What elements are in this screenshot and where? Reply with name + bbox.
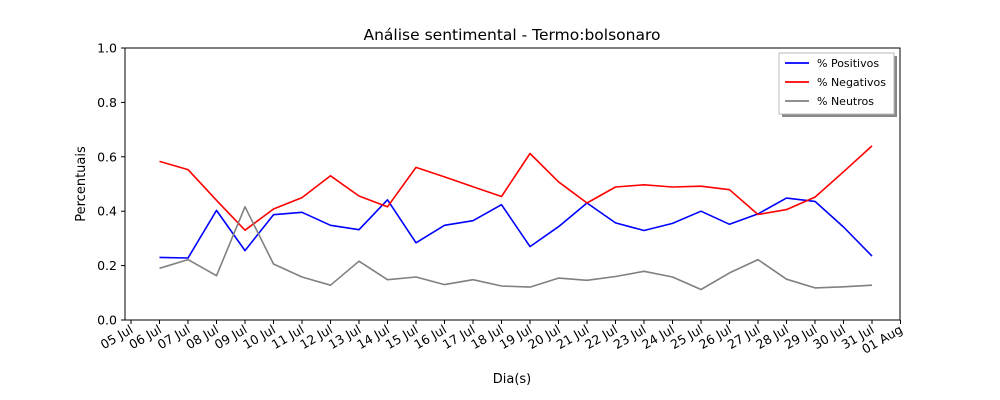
- x-axis-label: Dia(s): [493, 372, 532, 387]
- legend: % Positivos % Negativos % Neutros: [778, 52, 897, 117]
- y-tick-label: 0.0: [97, 313, 117, 328]
- legend-label: % Negativos: [817, 76, 886, 89]
- y-tick-label: 0.6: [97, 149, 117, 164]
- chart-title: Análise sentimental - Termo:bolsonaro: [364, 26, 661, 44]
- series-line-2: [159, 206, 873, 291]
- y-axis: 0.0 0.2 0.4 0.6 0.8 1.0: [97, 41, 125, 328]
- series-line-0: [159, 197, 873, 259]
- y-tick-label: 0.2: [97, 258, 117, 273]
- legend-label: % Neutros: [817, 95, 874, 108]
- y-axis-label: Percentuais: [74, 146, 89, 222]
- y-tick-label: 0.8: [97, 95, 117, 110]
- series-line-1: [159, 145, 873, 231]
- legend-label: % Positivos: [817, 57, 879, 70]
- y-tick-label: 1.0: [97, 41, 117, 56]
- plot-area: [159, 145, 873, 291]
- plot-frame: [124, 47, 901, 321]
- y-tick-label: 0.4: [97, 204, 117, 219]
